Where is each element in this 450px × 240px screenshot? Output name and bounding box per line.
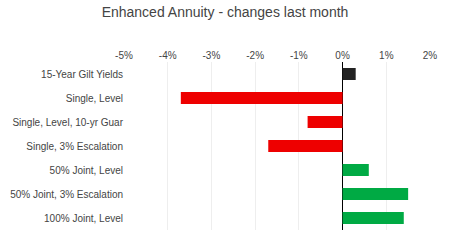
svg-text:100% Joint, Level: 100% Joint, Level xyxy=(44,213,123,224)
svg-text:-1%: -1% xyxy=(290,50,308,61)
svg-text:1%: 1% xyxy=(379,50,394,61)
svg-text:-5%: -5% xyxy=(115,50,133,61)
svg-text:Single, 3% Escalation: Single, 3% Escalation xyxy=(26,141,123,152)
svg-text:15-Year Gilt Yields: 15-Year Gilt Yields xyxy=(41,69,123,80)
svg-text:-2%: -2% xyxy=(246,50,264,61)
svg-text:Single, Level: Single, Level xyxy=(66,93,123,104)
svg-text:-3%: -3% xyxy=(203,50,221,61)
svg-text:-4%: -4% xyxy=(159,50,177,61)
svg-text:Enhanced Annuity - changes las: Enhanced Annuity - changes last month xyxy=(102,4,349,20)
svg-text:0%: 0% xyxy=(335,50,350,61)
svg-text:Single, Level, 10-yr Guar: Single, Level, 10-yr Guar xyxy=(12,117,123,128)
svg-text:50% Joint, Level: 50% Joint, Level xyxy=(50,165,123,176)
svg-text:2%: 2% xyxy=(423,50,438,61)
svg-text:50% Joint, 3% Escalation: 50% Joint, 3% Escalation xyxy=(10,189,123,200)
